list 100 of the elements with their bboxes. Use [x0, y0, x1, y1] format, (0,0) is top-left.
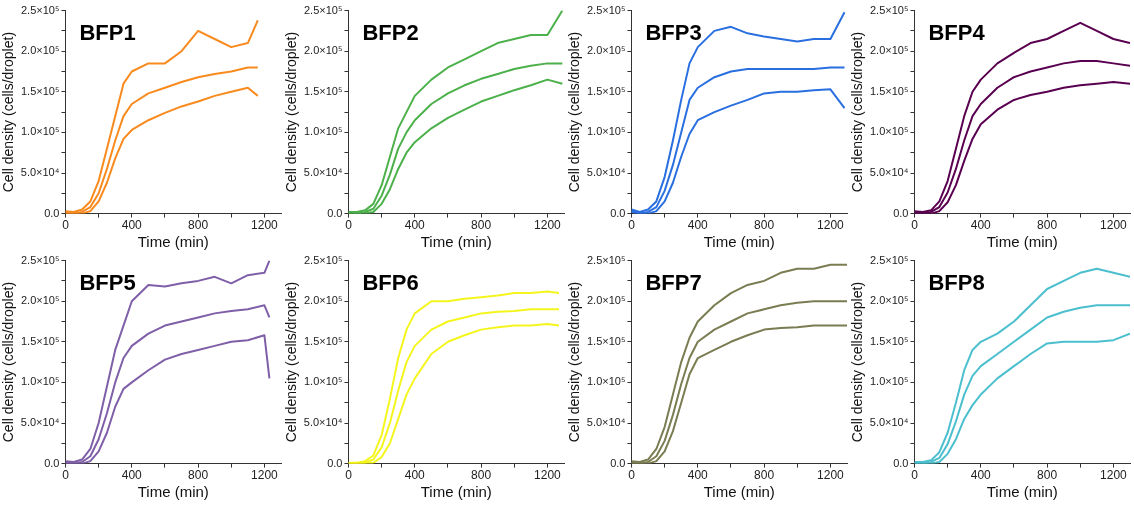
x-tick-label: 800	[471, 468, 492, 483]
y-tick-label: 1.5×10⁵	[20, 84, 60, 97]
x-tick-label: 1200	[534, 218, 562, 233]
x-tick-label: 400	[404, 468, 426, 483]
y-axis-title: Cell density (cells/droplet)	[0, 31, 17, 193]
x-tick-label: 1200	[1100, 468, 1128, 483]
y-tick-label: 0.0	[44, 456, 60, 469]
y-tick-label: 0.0	[893, 206, 909, 219]
y-tick-label: 2.5×10⁵	[586, 3, 626, 16]
y-axis-title: Cell density (cells/droplet)	[0, 281, 17, 443]
y-tick-label: 5.0×10⁴	[869, 416, 909, 429]
y-tick-label: 1.5×10⁵	[20, 334, 60, 347]
x-axis-title: Time (min)	[703, 483, 775, 501]
y-tick-label: 1.5×10⁵	[303, 334, 343, 347]
y-tick-label: 2.5×10⁵	[20, 253, 60, 266]
x-axis-title: Time (min)	[137, 233, 209, 251]
x-tick-label: 1200	[534, 468, 562, 483]
chart-title: BFP7	[645, 269, 702, 295]
x-tick-label: 800	[1037, 218, 1058, 233]
x-tick-label: 0	[62, 468, 70, 483]
y-tick-label: 0.0	[327, 206, 343, 219]
y-axis-title: Cell density (cells/droplet)	[283, 31, 300, 193]
y-tick-label: 1.0×10⁵	[586, 125, 626, 138]
x-tick-label: 0	[911, 218, 919, 233]
y-tick-label: 1.5×10⁵	[586, 84, 626, 97]
y-tick-label: 1.5×10⁵	[303, 84, 343, 97]
x-axis-title: Time (min)	[986, 483, 1058, 501]
y-tick-label: 2.0×10⁵	[303, 44, 343, 57]
chart-title: BFP1	[79, 19, 136, 45]
y-tick-label: 2.0×10⁵	[303, 294, 343, 307]
y-tick-label: 1.5×10⁵	[869, 84, 909, 97]
y-tick-label: 0.0	[44, 206, 60, 219]
x-tick-label: 0	[628, 468, 636, 483]
y-tick-label: 1.5×10⁵	[586, 334, 626, 347]
x-tick-label: 1200	[1100, 218, 1128, 233]
x-tick-label: 800	[754, 468, 775, 483]
y-tick-label: 2.0×10⁵	[869, 294, 909, 307]
chart-title: BFP6	[362, 269, 419, 295]
x-tick-label: 400	[970, 468, 992, 483]
y-tick-label: 2.0×10⁵	[586, 294, 626, 307]
x-tick-label: 0	[345, 468, 353, 483]
y-tick-label: 5.0×10⁴	[20, 166, 60, 179]
y-tick-label: 2.5×10⁵	[869, 253, 909, 266]
y-tick-label: 0.0	[610, 456, 626, 469]
y-tick-label: 5.0×10⁴	[586, 416, 626, 429]
y-axis-title: Cell density (cells/droplet)	[849, 281, 866, 443]
x-axis-title: Time (min)	[420, 483, 492, 501]
y-tick-label: 5.0×10⁴	[869, 166, 909, 179]
x-tick-label: 1200	[817, 218, 845, 233]
y-tick-label: 1.5×10⁵	[869, 334, 909, 347]
x-tick-label: 800	[471, 218, 492, 233]
x-tick-label: 800	[188, 218, 209, 233]
x-tick-label: 800	[1037, 468, 1058, 483]
x-tick-label: 1200	[817, 468, 845, 483]
chart-title: BFP8	[928, 269, 985, 295]
x-tick-label: 400	[687, 468, 709, 483]
y-tick-label: 5.0×10⁴	[20, 416, 60, 429]
y-tick-label: 1.0×10⁵	[586, 375, 626, 388]
y-tick-label: 0.0	[327, 456, 343, 469]
y-tick-label: 2.0×10⁵	[20, 294, 60, 307]
y-tick-label: 2.5×10⁵	[303, 253, 343, 266]
chart-title: BFP3	[645, 19, 702, 45]
x-axis-title: Time (min)	[703, 233, 775, 251]
y-tick-label: 1.0×10⁵	[869, 125, 909, 138]
y-axis-title: Cell density (cells/droplet)	[566, 281, 583, 443]
x-tick-label: 400	[687, 218, 709, 233]
x-tick-label: 1200	[251, 218, 279, 233]
x-axis-title: Time (min)	[420, 233, 492, 251]
y-tick-label: 5.0×10⁴	[586, 166, 626, 179]
x-axis-title: Time (min)	[986, 233, 1058, 251]
y-tick-label: 2.5×10⁵	[869, 3, 909, 16]
y-tick-label: 1.0×10⁵	[303, 125, 343, 138]
x-tick-label: 400	[121, 468, 143, 483]
y-tick-label: 1.0×10⁵	[303, 375, 343, 388]
y-tick-label: 2.0×10⁵	[20, 44, 60, 57]
y-tick-label: 1.0×10⁵	[20, 375, 60, 388]
y-tick-label: 5.0×10⁴	[303, 416, 343, 429]
y-tick-label: 2.5×10⁵	[20, 3, 60, 16]
y-tick-label: 0.0	[893, 456, 909, 469]
y-tick-label: 2.5×10⁵	[303, 3, 343, 16]
x-tick-label: 0	[628, 218, 636, 233]
y-tick-label: 2.0×10⁵	[869, 44, 909, 57]
y-tick-label: 0.0	[610, 206, 626, 219]
x-tick-label: 800	[188, 468, 209, 483]
x-axis-title: Time (min)	[137, 483, 209, 501]
y-axis-title: Cell density (cells/droplet)	[283, 281, 300, 443]
x-tick-label: 400	[121, 218, 143, 233]
x-tick-label: 1200	[251, 468, 279, 483]
y-tick-label: 5.0×10⁴	[303, 166, 343, 179]
chart-title: BFP4	[928, 19, 986, 45]
y-tick-label: 1.0×10⁵	[869, 375, 909, 388]
y-tick-label: 2.0×10⁵	[586, 44, 626, 57]
y-tick-label: 2.5×10⁵	[586, 253, 626, 266]
x-tick-label: 800	[754, 218, 775, 233]
y-axis-title: Cell density (cells/droplet)	[849, 31, 866, 193]
y-axis-title: Cell density (cells/droplet)	[566, 31, 583, 193]
chart-title: BFP2	[362, 19, 419, 45]
x-tick-label: 0	[911, 468, 919, 483]
chart-title: BFP5	[79, 269, 136, 295]
x-tick-label: 400	[970, 218, 992, 233]
